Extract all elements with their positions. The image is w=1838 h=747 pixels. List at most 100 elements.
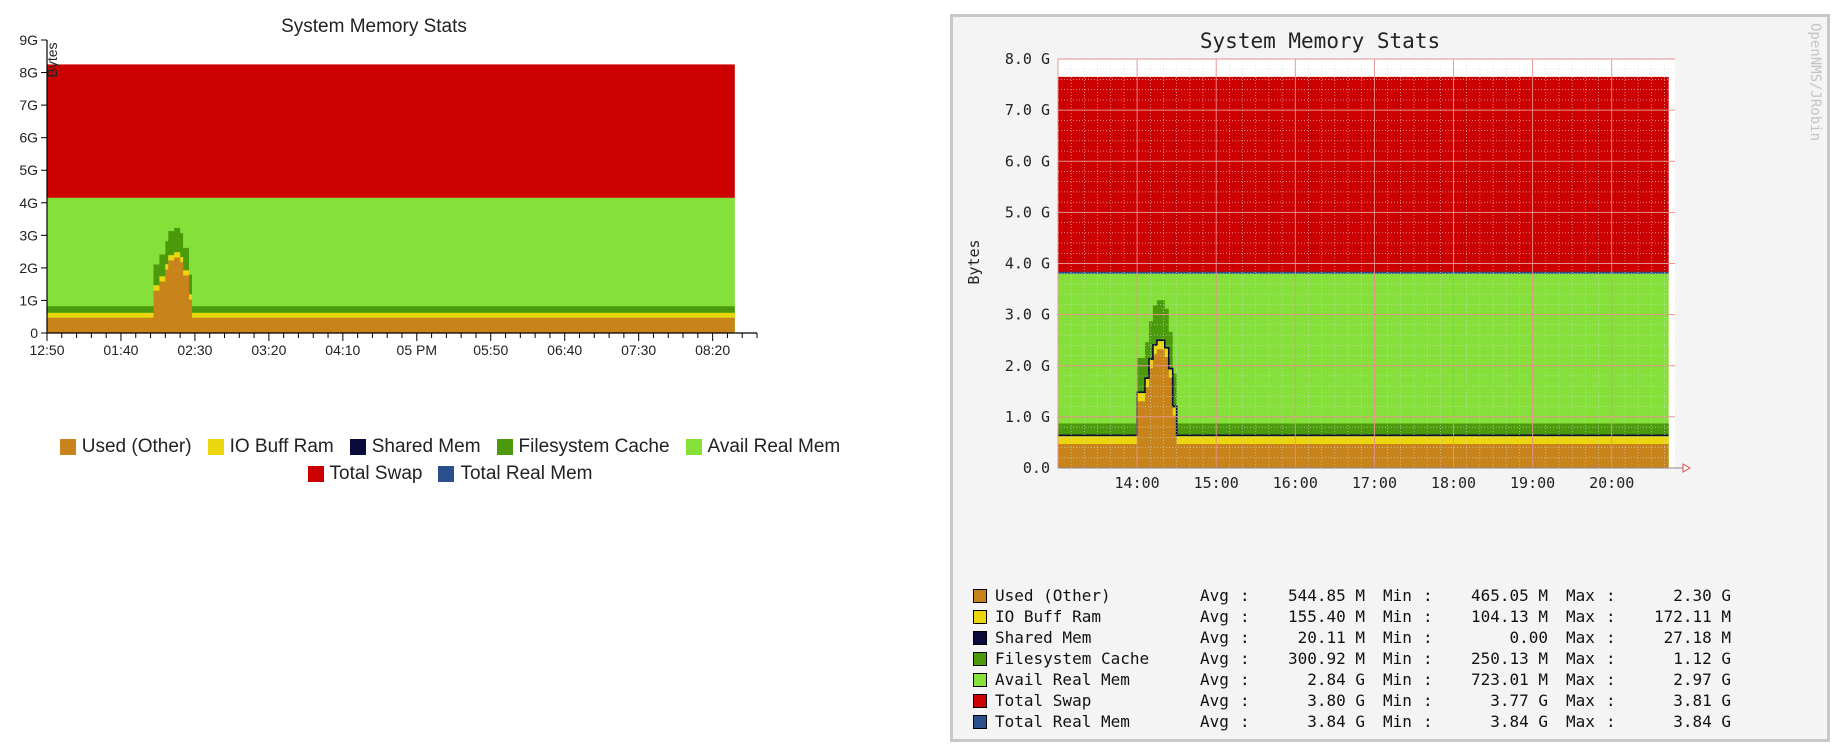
legend-row: IO Buff Ram Avg: 155.40 M Min: 104.13 M Max: 1…: [973, 606, 1749, 627]
y-axis-label: Bytes: [44, 42, 60, 77]
stat-separator: :: [1423, 586, 1433, 605]
stat-separator: :: [1606, 607, 1616, 626]
stat-label-max: Max: [1566, 712, 1595, 731]
stat-separator: :: [1240, 628, 1250, 647]
stat-label-min: Min: [1383, 607, 1412, 626]
stat-value-avg: 3.80 G: [1307, 691, 1365, 710]
stat-separator: :: [1240, 586, 1250, 605]
stat-value-avg: 3.84 G: [1307, 712, 1365, 731]
x-tick-label: 05:50: [473, 342, 508, 358]
legend-swatch: [349, 438, 366, 455]
x-tick-label: 02:30: [177, 342, 212, 358]
right-chart-legend: Used (Other) Avg: 544.85 M Min: 465.05 M Max:…: [973, 585, 1749, 732]
y-tick-label: 3.0 G: [1005, 306, 1050, 324]
x-tick-label: 18:00: [1431, 474, 1476, 492]
legend-item[interactable]: Avail Real Mem: [685, 436, 840, 458]
stat-separator: :: [1423, 607, 1433, 626]
stat-value-max: 172.11 M: [1653, 607, 1731, 626]
stat-value-min: 3.84 G: [1490, 712, 1548, 731]
stat-label-max: Max: [1566, 586, 1595, 605]
area-total-swap: [47, 64, 735, 198]
grid: [1057, 58, 1675, 469]
legend-row: Filesystem Cache Avg: 300.92 M Min: 250.13 M…: [973, 648, 1749, 669]
legend-label: Used (Other): [81, 435, 192, 457]
legend-series-name: Shared Mem: [995, 628, 1092, 647]
stat-label-avg: Avg: [1200, 628, 1229, 647]
x-tick-label: 06:40: [547, 342, 582, 358]
y-tick-label: 8G: [19, 65, 38, 81]
legend-series-name: Avail Real Mem: [995, 670, 1130, 689]
legend-item[interactable]: Shared Mem: [349, 436, 481, 458]
legend-item[interactable]: IO Buff Ram: [207, 436, 334, 458]
x-tick-label: 17:00: [1352, 474, 1397, 492]
legend-item[interactable]: Used (Other): [59, 435, 192, 458]
right-chart: System Memory Stats 0.0 1.0 G 2.0 G 3.0 G 4.0…: [965, 29, 1692, 492]
legend-label: Filesystem Cache: [518, 435, 670, 457]
stat-value-min: 104.13 M: [1470, 607, 1548, 626]
legend-item[interactable]: Total Swap: [307, 462, 423, 485]
chart-title: System Memory Stats: [1200, 29, 1440, 53]
stat-value-avg: 2.84 G: [1307, 670, 1365, 689]
legend-label: Total Swap: [329, 462, 423, 484]
y-tick-label: 7.0 G: [1005, 101, 1050, 119]
legend-swatch: [438, 465, 455, 482]
area-used-other: [47, 257, 735, 333]
y-tick-label: 4G: [19, 195, 38, 211]
x-axis-arrow: [1682, 463, 1692, 473]
y-axis-label: Bytes: [965, 239, 983, 284]
legend-series-name: Filesystem Cache: [995, 649, 1150, 668]
legend-row: Total Swap Total Real Mem: [40, 460, 860, 487]
stat-label-max: Max: [1566, 691, 1595, 710]
stat-separator: :: [1606, 712, 1616, 731]
stat-value-max: 3.84 G: [1673, 712, 1731, 731]
stat-value-max: 2.97 G: [1673, 670, 1731, 689]
legend-series-name: Total Swap: [995, 691, 1092, 710]
area-total-swap: [1058, 76, 1669, 273]
stat-label-max: Max: [1566, 607, 1595, 626]
stat-separator: :: [1606, 628, 1616, 647]
legend-swatch: [307, 465, 324, 482]
y-tick-label: 0.0: [1023, 459, 1050, 477]
stat-label-avg: Avg: [1200, 691, 1229, 710]
y-tick-label: 0: [30, 325, 38, 341]
stat-separator: :: [1606, 691, 1616, 710]
legend-swatch: [207, 438, 224, 455]
x-tick-label: 14:00: [1115, 474, 1160, 492]
legend-series-name: IO Buff Ram: [995, 607, 1101, 626]
x-tick-label: 12:50: [29, 342, 64, 358]
stat-value-min: 250.13 M: [1470, 649, 1548, 668]
stat-separator: :: [1423, 712, 1433, 731]
right-chart-panel: System Memory Stats 0.0 1.0 G 2.0 G 3.0 G 4.0…: [950, 14, 1830, 742]
y-tick-label: 6G: [19, 130, 38, 146]
stat-label-max: Max: [1566, 649, 1595, 668]
legend-swatch: [973, 714, 987, 729]
legend-row: Total Real Mem Avg: 3.84 G Min: 3.84 G Max: 3.…: [973, 711, 1749, 732]
y-tick-label: 2.0 G: [1005, 357, 1050, 375]
legend-swatch: [496, 438, 513, 455]
stat-label-min: Min: [1383, 670, 1412, 689]
stat-separator: :: [1423, 691, 1433, 710]
stat-value-avg: 300.92 M: [1287, 649, 1365, 668]
x-tick-label: 16:00: [1273, 474, 1318, 492]
legend-series-name: Total Real Mem: [995, 712, 1130, 731]
legend-row: Avail Real Mem Avg: 2.84 G Min: 723.01 M Max:…: [973, 669, 1749, 690]
y-tick-label: 9G: [19, 32, 38, 48]
legend-row: Used (Other) IO Buff Ram Shared Mem Filesys…: [40, 433, 860, 460]
legend-row: Total Swap Avg: 3.80 G Min: 3.77 G Max: 3.81 G: [973, 690, 1749, 711]
stat-label-min: Min: [1383, 712, 1412, 731]
x-tick-label: 04:10: [325, 342, 360, 358]
line-shared-mem: [1058, 339, 1669, 437]
stat-label-avg: Avg: [1200, 649, 1229, 668]
y-tick-label: 6.0 G: [1005, 152, 1050, 170]
stat-value-max: 1.12 G: [1673, 649, 1731, 668]
y-tick-label: 5.0 G: [1005, 203, 1050, 221]
x-tick-label: 07:30: [621, 342, 656, 358]
stat-separator: :: [1240, 607, 1250, 626]
stat-value-min: 723.01 M: [1470, 670, 1548, 689]
stat-label-avg: Avg: [1200, 670, 1229, 689]
legend-item[interactable]: Filesystem Cache: [496, 435, 670, 458]
x-tick-label: 19:00: [1510, 474, 1555, 492]
legend-item[interactable]: Total Real Mem: [438, 463, 592, 485]
stat-label-max: Max: [1566, 670, 1595, 689]
legend-swatch: [973, 588, 987, 603]
